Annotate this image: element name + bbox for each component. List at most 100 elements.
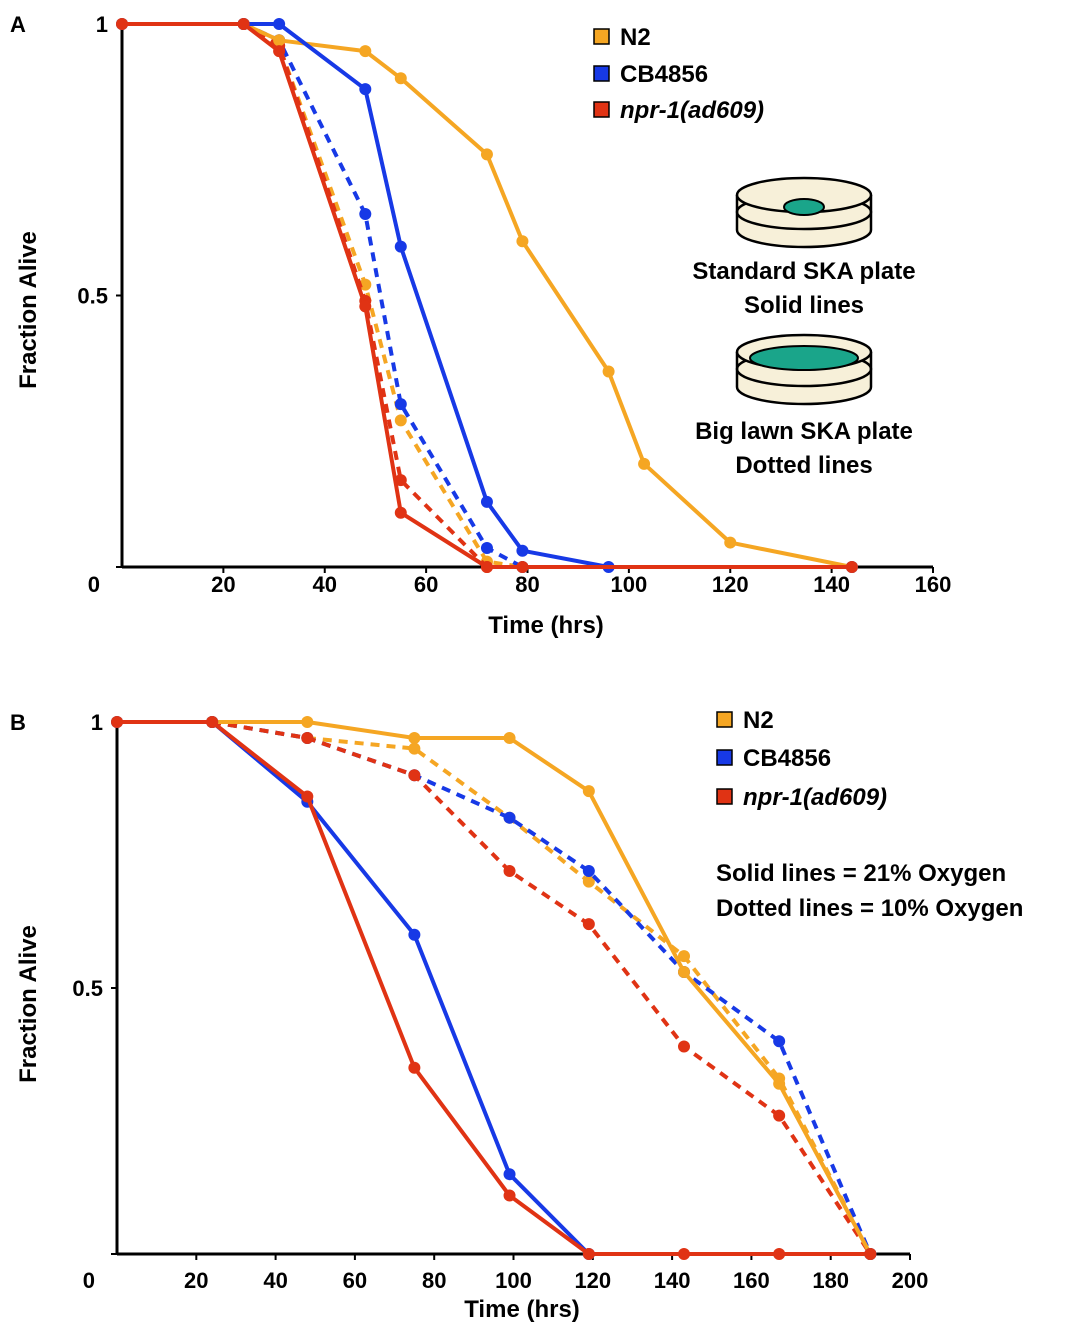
y-tick-label: 1	[96, 12, 108, 37]
y-tick-label: 0.5	[77, 284, 108, 309]
data-point	[582, 918, 595, 931]
panel-b-legend: N2 CB4856 npr-1(ad609)	[716, 707, 887, 811]
data-point	[408, 731, 421, 744]
panel-a-y-axis-title: Fraction Alive	[15, 231, 42, 389]
panel-b-note-2: Dotted lines = 10% Oxygen	[716, 895, 1023, 922]
x-tick-label: 140	[654, 1268, 691, 1293]
data-point	[582, 875, 595, 888]
x-tick-label: 80	[422, 1268, 446, 1293]
y-tick-label: 1	[91, 710, 103, 735]
legend-swatch-cb4856	[593, 65, 610, 82]
data-point	[301, 731, 314, 744]
data-point	[602, 365, 615, 378]
panel-b-ticks: 20 40 60 80 100 120 140 160 180 200 0 0.5 1	[72, 710, 928, 1293]
data-point	[359, 45, 372, 58]
big-lawn-plate-icon	[735, 333, 873, 406]
data-point	[516, 544, 529, 557]
data-point	[301, 790, 314, 803]
data-point	[503, 1189, 516, 1202]
data-point	[359, 278, 372, 291]
data-point	[408, 1061, 421, 1074]
data-point	[480, 495, 493, 508]
panel-a-legend: N2 CB4856 npr-1(ad609)	[593, 24, 764, 124]
y-tick-label: 0.5	[72, 976, 103, 1001]
data-point	[237, 18, 250, 30]
x-tick-label: 160	[915, 572, 952, 597]
y-tick-label: 0	[88, 572, 100, 597]
x-tick-label: 60	[414, 572, 438, 597]
legend-swatch-cb4856	[716, 749, 733, 766]
x-tick-label: 100	[611, 572, 648, 597]
panel-a-ticks: 20 40 60 80 100 120 140 160 0 0.5 1	[77, 12, 951, 597]
data-point	[503, 811, 516, 824]
data-point	[408, 742, 421, 755]
data-point	[359, 83, 372, 96]
x-tick-label: 40	[313, 572, 337, 597]
x-tick-label: 120	[574, 1268, 611, 1293]
x-tick-label: 100	[495, 1268, 532, 1293]
data-point	[359, 208, 372, 221]
panel-a-note-1: Standard SKA plate	[692, 258, 915, 285]
legend-label-n2: N2	[743, 707, 774, 734]
panel-a-series	[116, 18, 858, 573]
data-point	[273, 18, 286, 30]
panel-b-x-axis-title: Time (hrs)	[464, 1296, 580, 1323]
data-point	[724, 536, 737, 549]
data-point	[111, 716, 123, 728]
panel-b-note-1: Solid lines = 21% Oxygen	[716, 860, 1006, 887]
data-point	[845, 561, 858, 573]
y-tick-label: 0	[83, 1268, 95, 1293]
legend-swatch-npr1	[716, 788, 733, 805]
x-tick-label: 180	[812, 1268, 849, 1293]
legend-swatch-npr1	[593, 101, 610, 118]
data-point	[273, 34, 286, 47]
panel-a-note-4: Dotted lines	[735, 452, 872, 479]
x-tick-label: 160	[733, 1268, 770, 1293]
standard-plate-icon	[735, 176, 873, 249]
x-tick-label: 20	[184, 1268, 208, 1293]
data-point	[503, 1168, 516, 1181]
x-tick-label: 140	[813, 572, 850, 597]
data-point	[773, 1035, 786, 1048]
data-point	[206, 716, 219, 728]
data-point	[677, 1040, 690, 1053]
data-point	[677, 1248, 690, 1260]
x-tick-label: 120	[712, 572, 749, 597]
legend-swatch-n2	[716, 711, 733, 728]
legend-label-npr1: npr-1(ad609)	[743, 784, 887, 811]
legend-label-cb4856: CB4856	[743, 745, 831, 772]
data-point	[503, 731, 516, 744]
x-tick-label: 40	[263, 1268, 287, 1293]
data-point	[359, 300, 372, 313]
panel-a-note-3: Big lawn SKA plate	[695, 418, 913, 445]
data-point	[408, 769, 421, 782]
x-tick-label: 80	[515, 572, 539, 597]
data-point	[116, 18, 128, 30]
series-line-dotted	[242, 22, 523, 569]
data-point	[394, 506, 407, 519]
data-point	[480, 541, 493, 554]
panel-b-series	[111, 716, 877, 1260]
panel-b-y-axis-title: Fraction Alive	[15, 925, 42, 1083]
data-point	[677, 966, 690, 979]
data-point	[582, 864, 595, 877]
panel-a-note-2: Solid lines	[744, 292, 864, 319]
legend-label-cb4856: CB4856	[620, 61, 708, 88]
panel-a-label: A	[10, 12, 26, 37]
legend-label-n2: N2	[620, 24, 651, 51]
data-point	[394, 398, 407, 411]
data-point	[503, 864, 516, 877]
x-tick-label: 200	[892, 1268, 929, 1293]
data-point	[773, 1248, 786, 1260]
data-point	[301, 716, 314, 728]
panel-a: A 20 40 60 80 100 120 140 160 0 0.5 1 Time (hrs) F…	[10, 12, 951, 639]
data-point	[273, 45, 286, 58]
panel-b-label: B	[10, 710, 26, 735]
data-point	[480, 148, 493, 161]
data-point	[394, 72, 407, 85]
data-point	[773, 1077, 786, 1090]
series-line-dotted	[211, 720, 873, 1255]
legend-swatch-n2	[593, 28, 610, 45]
data-point	[480, 561, 493, 573]
